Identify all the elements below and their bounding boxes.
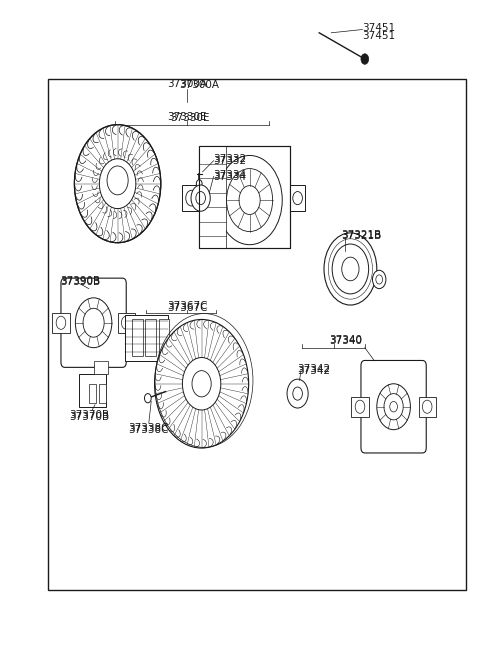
Text: 37390B: 37390B [60,276,100,286]
Text: 37340: 37340 [329,335,362,345]
Bar [199,146,226,248]
Bar [145,319,156,356]
Bar [48,79,466,590]
Circle shape [372,270,386,289]
Circle shape [287,379,308,408]
Bar [132,319,143,356]
Text: 37321B: 37321B [341,230,381,240]
Circle shape [217,155,282,245]
Text: 37342: 37342 [298,363,331,374]
Text: 37330E: 37330E [168,112,207,122]
Circle shape [196,180,202,188]
Circle shape [182,358,221,410]
Circle shape [75,298,112,348]
Circle shape [239,186,260,215]
Circle shape [377,384,410,430]
Circle shape [192,371,211,397]
Bar [199,146,290,248]
Circle shape [186,190,197,206]
Bar [125,315,168,361]
Circle shape [342,257,359,281]
Circle shape [422,400,432,413]
FancyBboxPatch shape [61,278,126,367]
Circle shape [191,185,210,211]
Circle shape [101,363,107,371]
Circle shape [324,233,377,305]
Circle shape [227,169,273,232]
Text: 37367C: 37367C [167,303,207,314]
Bar [99,384,106,403]
Bar [290,185,305,211]
Bar [182,185,201,211]
Text: 37334: 37334 [214,172,247,182]
Circle shape [83,308,104,337]
Text: 37342: 37342 [298,365,331,376]
Circle shape [293,387,302,400]
Text: 37338C: 37338C [129,424,169,435]
Text: 37330E: 37330E [170,113,209,123]
Text: 37367C: 37367C [167,300,207,311]
Text: 37332: 37332 [214,155,247,166]
Circle shape [155,319,249,448]
Circle shape [107,166,128,195]
Text: 37300A: 37300A [167,79,207,89]
Bar [118,313,135,333]
Text: 37300A: 37300A [179,80,219,91]
Circle shape [361,54,369,64]
FancyBboxPatch shape [361,360,426,453]
Circle shape [376,275,383,284]
Circle shape [293,192,302,205]
Bar [89,384,96,403]
Bar [419,397,436,417]
Circle shape [384,394,403,420]
Bar [52,313,70,333]
Text: 37332: 37332 [214,154,247,165]
Circle shape [95,363,100,371]
Circle shape [196,192,205,205]
Bar [351,397,369,417]
Text: 37370B: 37370B [69,410,109,420]
Text: 37334: 37334 [214,170,247,180]
Bar [94,361,108,374]
Text: 37390B: 37390B [60,277,100,287]
Circle shape [56,316,66,329]
Bar [159,319,169,356]
Text: 37340: 37340 [329,336,362,346]
Circle shape [390,401,397,412]
Text: 37451: 37451 [362,31,396,41]
Circle shape [121,316,131,329]
Text: 37321B: 37321B [341,231,381,241]
Circle shape [144,394,151,403]
Circle shape [332,244,369,294]
Circle shape [99,159,136,209]
Circle shape [355,400,365,413]
Text: 37338C: 37338C [129,423,169,434]
Circle shape [74,125,161,243]
Text: 37370B: 37370B [69,411,109,422]
Bar [199,146,290,248]
Text: 37451: 37451 [362,22,396,33]
Bar [79,374,106,407]
